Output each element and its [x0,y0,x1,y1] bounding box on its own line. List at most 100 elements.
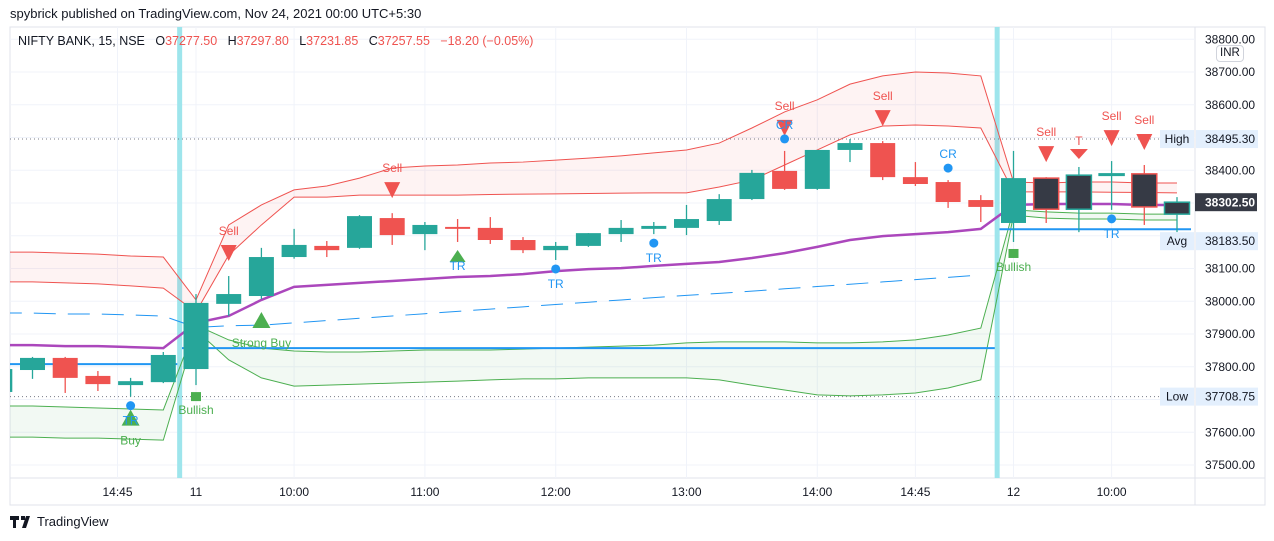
candle [968,195,994,222]
time-tick-label: 11 [190,485,203,499]
tr-triangle-icon [449,249,466,262]
tr-dot-icon [126,401,136,411]
candle [804,149,830,190]
candle-body [706,199,732,222]
candle [510,237,536,254]
candle-body [412,224,438,235]
close-value: 37257.55 [377,34,430,48]
candle-body [739,172,765,200]
lower-band-outer [10,214,1177,441]
candle-body [837,143,863,150]
candle-body [314,245,340,251]
candle-body [20,357,45,371]
currency-button[interactable]: INR [1216,45,1244,62]
candle-body [10,369,13,392]
price-marker-high-name: High [1165,132,1190,146]
session-break [177,27,183,478]
chart-pane-border [9,26,1266,506]
cr-label: CR [776,118,794,132]
candle-body [641,225,667,229]
time-tick-label: 14:45 [103,485,133,499]
candle [870,141,896,181]
candle [1032,177,1060,223]
sell-triangle-icon [384,182,401,199]
tr-label: TR [646,251,662,265]
tr-dot-icon [649,238,659,248]
candle-body [870,143,896,178]
sell-triangle-icon [776,119,793,136]
sell-label: Sell [382,161,402,175]
sell-label: Sell [1134,113,1154,127]
candle [248,247,274,299]
tr-label: TR [1104,227,1120,241]
candle [281,228,307,259]
candle [1065,166,1093,233]
tr-dot-icon [551,264,561,274]
price-marker-name-bg [1160,387,1194,406]
candle [674,204,699,236]
candle [183,294,209,386]
price-tick-label: 38400.00 [1205,163,1255,177]
bullish-square-icon [1008,248,1019,258]
price-marker-name-bg [1160,130,1194,149]
candle [575,233,601,247]
candle [10,369,13,392]
price-tick-label: 37800.00 [1205,360,1255,374]
time-tick-label: 11:00 [410,485,439,499]
candle [412,221,438,251]
brand-name[interactable]: TradingView [37,514,109,529]
candle-body [1098,173,1125,177]
session-break [994,27,1000,478]
time-tick-label: 12:00 [541,485,571,499]
publish-attribution: spybrick published on TradingView.com, N… [10,6,422,21]
change-value: −18.20 (−0.05%) [440,34,534,48]
candle-body [608,227,634,235]
candle [477,217,503,244]
candle [379,213,405,245]
price-marker-value-bg [1196,130,1258,149]
tr-dot-icon [1107,214,1117,224]
candle-body [183,302,209,370]
price-tick-label: 38800.00 [1205,32,1255,46]
candle-body [150,354,176,383]
bullish-square-icon [191,392,201,402]
cr-dot-icon [780,134,790,144]
open-value: 37277.50 [165,34,218,48]
candle-body [510,240,536,251]
candle-body [575,233,601,246]
price-tick-label: 37900.00 [1205,327,1255,341]
sell-triangle-icon [220,245,237,262]
high-value: 37297.80 [236,34,289,48]
price-marker-name-bg [1160,232,1194,251]
candle [445,219,471,242]
candle [347,215,372,249]
sell-triangle-icon [1038,146,1055,163]
candle-body [902,177,928,185]
bullish-label: Bullish [996,260,1031,274]
candle-body [379,218,405,236]
time-axis[interactable]: 014:451110:0011:0012:0013:0014:0014:4512… [0,485,1127,499]
buy-triangle-icon [121,409,140,426]
price-tick-label: 38700.00 [1205,65,1255,79]
bands [10,72,1177,441]
candle-body [1001,178,1026,223]
close-label: C [368,34,378,48]
t-label: T [1075,134,1083,148]
cr-dot-icon [943,163,953,173]
price-marker-value-bg [1196,232,1258,251]
price-marker-low-value: 37708.75 [1205,390,1255,404]
buy-triangle-icon [252,311,271,328]
price-axis[interactable]: 38800.00 38700.00 38600.00 38400.00 38100.00… [1205,32,1255,472]
candle [314,240,340,258]
high-label: H [227,34,237,48]
candle [20,356,45,379]
price-tick-label: 37500.00 [1205,458,1255,472]
candle [1163,197,1191,233]
sell-label: Sell [1102,109,1122,123]
candle [1001,150,1026,242]
price-tick-label: 38600.00 [1205,98,1255,112]
symbol-name[interactable]: NIFTY BANK, 15, NSE [18,34,145,48]
sell-label: Sell [1036,125,1056,139]
time-tick-label: 12 [1007,485,1021,499]
